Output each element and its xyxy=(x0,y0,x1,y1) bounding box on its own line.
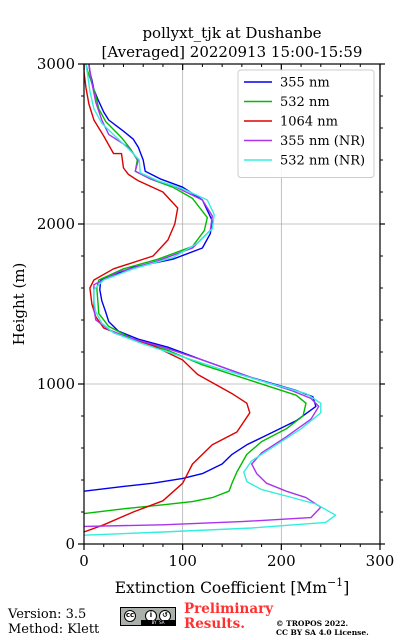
copyright-notice: © TROPOS 2022. CC BY SA 4.0 License. xyxy=(276,619,369,637)
y-tick-label: 2000 xyxy=(37,215,75,233)
preliminary-line2: Results. xyxy=(184,616,245,632)
chart-title: pollyxt_tjk at Dushanbe xyxy=(142,24,321,42)
chart-subtitle: [Averaged] 20220913 15:00-15:59 xyxy=(102,43,363,61)
legend-box xyxy=(237,69,375,178)
badge-bar: BY SA xyxy=(141,620,175,625)
x-tick-label: 300 xyxy=(366,552,395,570)
legend-label: 1064 nm xyxy=(280,115,338,130)
preliminary-line1: Preliminary xyxy=(184,601,274,617)
y-tick-label: 0 xyxy=(65,535,75,553)
x-axis-label-end: ] xyxy=(343,579,349,597)
x-axis-label-main: Extinction Coefficient [Mm xyxy=(115,579,328,597)
legend-label: 355 nm xyxy=(280,76,330,91)
series-layer xyxy=(84,64,337,536)
legend-label: 532 nm xyxy=(280,95,330,110)
legend-label: 355 nm (NR) xyxy=(280,134,365,149)
version-text: Version: 3.5 xyxy=(8,607,87,622)
copyright-text: © TROPOS 2022. xyxy=(276,619,349,628)
series-line-2 xyxy=(84,64,307,515)
x-axis-label: Extinction Coefficient [Mm−1] xyxy=(115,576,350,597)
series-line-3 xyxy=(84,64,251,533)
x-tick-label: 200 xyxy=(267,552,296,570)
legend-label: 532 nm (NR) xyxy=(280,154,365,169)
version-info: Version: 3.5 Method: Klett xyxy=(8,607,99,637)
x-tick-label: 0 xyxy=(79,552,89,570)
x-axis-label-exponent: −1 xyxy=(327,576,343,589)
y-tick-label: 3000 xyxy=(37,55,75,73)
preliminary-notice: Preliminary Results. xyxy=(184,602,273,632)
series-line-1 xyxy=(84,64,317,492)
y-tick-label: 1000 xyxy=(37,375,75,393)
license-text: CC BY SA 4.0 License. xyxy=(276,628,369,637)
plot-frame xyxy=(83,63,381,545)
y-axis-label: Height (m) xyxy=(10,263,28,346)
cc-circle-icon: cc xyxy=(124,610,136,622)
series-line-5 xyxy=(84,64,337,536)
legend: 355 nm 532 nm 1064 nm 355 nm (NR) 532 nm (NR… xyxy=(237,69,375,178)
x-tick-label: 100 xyxy=(168,552,197,570)
cc-by-sa-badge-icon: cc i ↺ BY SA xyxy=(120,607,176,626)
sa-circle-icon: ↺ xyxy=(159,610,171,622)
method-text: Method: Klett xyxy=(8,622,100,637)
